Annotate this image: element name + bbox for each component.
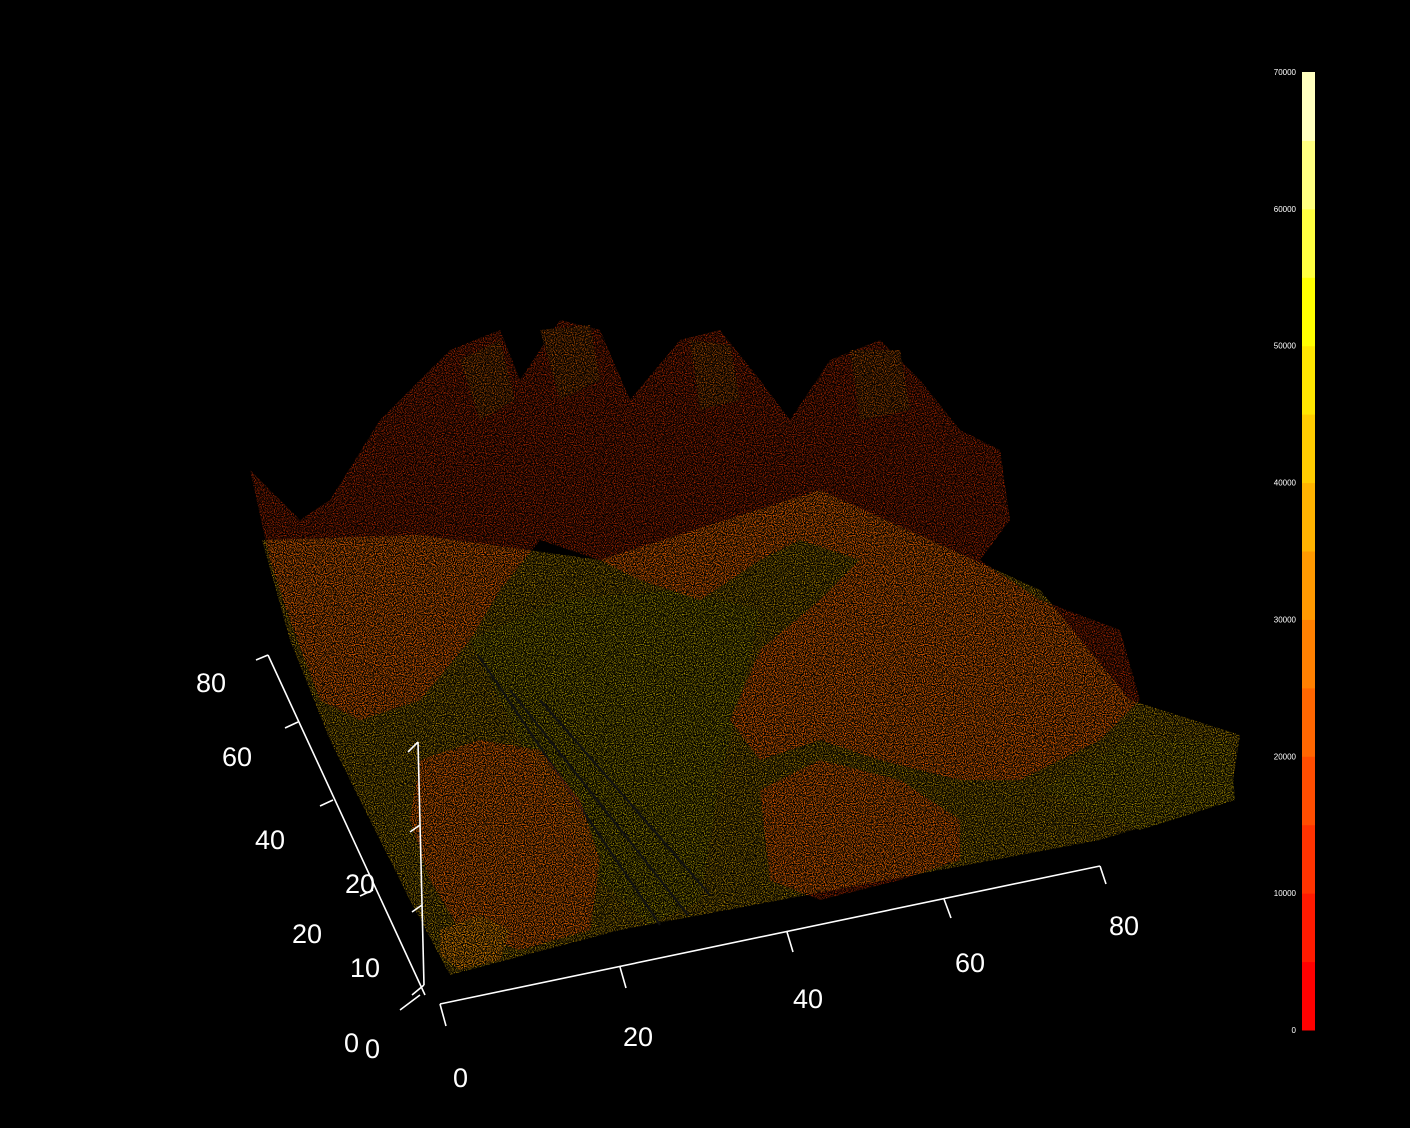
colorbar-segment (1302, 756, 1315, 826)
y-tick-label: 0 (344, 1028, 359, 1058)
tree-canopy (250, 320, 1140, 780)
colorbar-tick-label: 70000 (1274, 68, 1297, 77)
y-axis-tick (399, 994, 421, 1011)
z-axis-line (417, 741, 425, 986)
z-axis-tick (409, 824, 421, 833)
x-tick-label: 0 (453, 1063, 468, 1093)
y-axis-tick (359, 889, 374, 897)
colorbar-segment (1302, 551, 1315, 620)
colorbar-segment (1302, 961, 1315, 1031)
x-axis (439, 865, 1107, 1027)
z-tick-label: 10 (350, 953, 380, 983)
x-tick-label: 40 (793, 984, 823, 1014)
colorbar-segment (1302, 482, 1315, 552)
colorbar-segment (1302, 414, 1315, 484)
tree-canopy (410, 740, 600, 950)
road-line (509, 689, 689, 916)
y-axis-tick (284, 721, 299, 729)
colorbar-segment (1302, 208, 1315, 278)
colorbar-tick-label: 10000 (1274, 889, 1297, 898)
z-tick-label: 20 (345, 869, 375, 899)
colorbar-segment (1302, 72, 1315, 141)
canopy-points (250, 320, 1140, 970)
y-axis-tick (319, 799, 334, 807)
y-axis-line (267, 654, 426, 996)
colorbar-segment (1302, 619, 1315, 689)
x-tick-label: 20 (623, 1022, 653, 1052)
colorbar-segment (1302, 893, 1315, 963)
tree-canopy-highlight (460, 325, 910, 420)
colorbar (1302, 72, 1315, 1031)
x-tick-labels: 0 20 40 60 80 (453, 911, 1139, 1093)
z-axis-tick (411, 904, 423, 913)
tree-canopy (760, 760, 960, 900)
x-tick-label: 80 (1109, 911, 1139, 941)
y-tick-label: 80 (196, 668, 226, 698)
tree-canopy (440, 915, 510, 970)
colorbar-tick-label: 0 (1292, 1026, 1297, 1035)
z-axis-tick (407, 741, 419, 753)
z-tick-labels: 0 10 20 (345, 869, 380, 1064)
y-axis (255, 654, 426, 1011)
colorbar-segment (1302, 824, 1315, 894)
colorbar-tick-label: 20000 (1274, 752, 1297, 761)
y-tick-label: 20 (292, 919, 322, 949)
colorbar-tick-label: 50000 (1274, 342, 1297, 351)
y-tick-label: 60 (222, 742, 252, 772)
x-axis-tick (1099, 865, 1107, 885)
colorbar-segment (1302, 345, 1315, 415)
x-axis-line (439, 865, 1101, 1005)
colorbar-labels: 0 10000 20000 30000 40000 50000 60000 70000 (1274, 68, 1297, 1035)
colorbar-tick-label: 30000 (1274, 615, 1297, 624)
x-axis-tick (786, 931, 794, 953)
x-axis-tick (439, 1003, 447, 1027)
x-tick-label: 60 (955, 948, 985, 978)
y-tick-label: 40 (255, 825, 285, 855)
colorbar-segment (1302, 277, 1315, 347)
y-tick-labels: 0 20 40 60 80 (196, 668, 359, 1058)
road-line (539, 699, 711, 896)
colorbar-segment (1302, 687, 1315, 757)
colorbar-tick-label: 60000 (1274, 205, 1297, 214)
road-surface (470, 590, 760, 925)
z-tick-label: 0 (365, 1034, 380, 1064)
y-axis-tick (255, 654, 269, 661)
clearing-surface (1040, 740, 1235, 830)
x-axis-tick (943, 898, 952, 919)
colorbar-tick-label: 40000 (1274, 479, 1297, 488)
colorbar-segment (1302, 140, 1315, 210)
x-axis-tick (619, 966, 627, 989)
